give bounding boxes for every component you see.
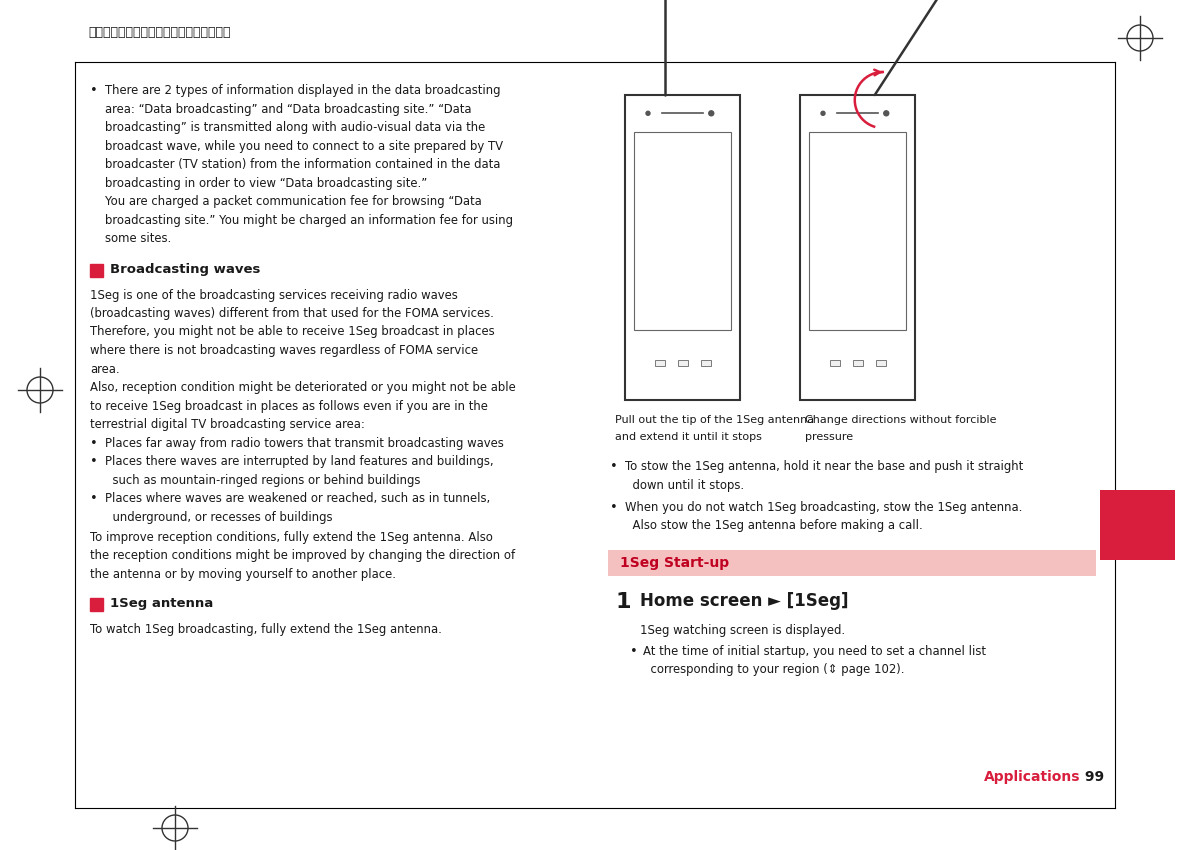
Text: When you do not watch 1Seg broadcasting, stow the 1Seg antenna.: When you do not watch 1Seg broadcasting,… [625, 501, 1022, 514]
FancyBboxPatch shape [625, 95, 740, 400]
Bar [809, 132, 905, 330]
Text: 1Seg watching screen is displayed.: 1Seg watching screen is displayed. [639, 624, 845, 637]
Text: area: “Data broadcasting” and “Data broadcasting site.” “Data: area: “Data broadcasting” and “Data broa… [105, 103, 471, 116]
Text: broadcasting” is transmitted along with audio-visual data via the: broadcasting” is transmitted along with … [105, 121, 486, 134]
Text: Places where waves are weakened or reached, such as in tunnels,: Places where waves are weakened or reach… [105, 492, 490, 505]
Text: and extend it until it stops: and extend it until it stops [616, 432, 762, 442]
Bar [678, 360, 687, 366]
Text: Also, reception condition might be deteriorated or you might not be able: Also, reception condition might be deter… [89, 381, 515, 394]
Text: •: • [89, 84, 98, 97]
Text: •: • [89, 455, 98, 468]
Text: There are 2 types of information displayed in the data broadcasting: There are 2 types of information display… [105, 84, 501, 97]
Text: To stow the 1Seg antenna, hold it near the base and push it straight: To stow the 1Seg antenna, hold it near t… [625, 460, 1024, 473]
Text: •: • [610, 501, 618, 514]
Bar [635, 132, 731, 330]
Text: To watch 1Seg broadcasting, fully extend the 1Seg antenna.: To watch 1Seg broadcasting, fully extend… [89, 622, 441, 636]
Text: down until it stops.: down until it stops. [625, 479, 744, 491]
Text: Therefore, you might not be able to receive 1Seg broadcast in places: Therefore, you might not be able to rece… [89, 326, 495, 338]
Text: •: • [89, 492, 98, 505]
Text: underground, or recesses of buildings: underground, or recesses of buildings [105, 511, 333, 524]
Text: broadcast wave, while you need to connect to a site prepared by TV: broadcast wave, while you need to connec… [105, 139, 503, 152]
Bar [876, 360, 885, 366]
Text: pressure: pressure [805, 432, 853, 442]
Text: area.: area. [89, 362, 119, 376]
Text: At the time of initial startup, you need to set a channel list: At the time of initial startup, you need… [643, 644, 985, 658]
Bar [89, 264, 103, 276]
Bar [1100, 490, 1175, 560]
Text: the antenna or by moving yourself to another place.: the antenna or by moving yourself to ano… [89, 568, 396, 581]
Text: corresponding to your region (⇕ page 102).: corresponding to your region (⇕ page 102… [643, 663, 904, 676]
Text: broadcasting in order to view “Data broadcasting site.”: broadcasting in order to view “Data broa… [105, 177, 427, 190]
Text: terrestrial digital TV broadcasting service area:: terrestrial digital TV broadcasting serv… [89, 418, 365, 431]
Text: •: • [610, 460, 618, 473]
Bar [89, 598, 103, 610]
Text: Change directions without forcible: Change directions without forcible [805, 415, 996, 425]
Bar [853, 360, 863, 366]
Text: Places far away from radio towers that transmit broadcasting waves: Places far away from radio towers that t… [105, 437, 503, 450]
Text: to receive 1Seg broadcast in places as follows even if you are in the: to receive 1Seg broadcast in places as f… [89, 400, 488, 412]
Circle shape [645, 111, 650, 116]
Text: Home screen ► [1Seg]: Home screen ► [1Seg] [639, 592, 848, 610]
Text: (broadcasting waves) different from that used for the FOMA services.: (broadcasting waves) different from that… [89, 307, 494, 320]
Circle shape [884, 110, 889, 116]
Text: such as mountain-ringed regions or behind buildings: such as mountain-ringed regions or behin… [105, 473, 420, 486]
Text: 99: 99 [1080, 770, 1105, 784]
Text: To improve reception conditions, fully extend the 1Seg antenna. Also: To improve reception conditions, fully e… [89, 531, 493, 544]
Text: ２０１１年５月１２日　午後１０時３４分: ２０１１年５月１２日 午後１０時３４分 [88, 26, 230, 39]
Text: Places there waves are interrupted by land features and buildings,: Places there waves are interrupted by la… [105, 455, 494, 468]
Text: 1Seg is one of the broadcasting services receiving radio waves: 1Seg is one of the broadcasting services… [89, 288, 458, 302]
Circle shape [821, 111, 826, 116]
Bar [700, 360, 711, 366]
Text: where there is not broadcasting waves regardless of FOMA service: where there is not broadcasting waves re… [89, 344, 478, 357]
Text: Pull out the tip of the 1Seg antenna: Pull out the tip of the 1Seg antenna [616, 415, 814, 425]
Circle shape [709, 110, 713, 116]
Text: the reception conditions might be improved by changing the direction of: the reception conditions might be improv… [89, 549, 515, 563]
Bar [608, 550, 1096, 576]
Text: Applications: Applications [983, 770, 1080, 784]
Text: Also stow the 1Seg antenna before making a call.: Also stow the 1Seg antenna before making… [625, 519, 922, 532]
Bar [655, 360, 665, 366]
Text: some sites.: some sites. [105, 232, 172, 245]
Text: You are charged a packet communication fee for browsing “Data: You are charged a packet communication f… [105, 195, 482, 208]
FancyBboxPatch shape [801, 95, 915, 400]
Bar [829, 360, 840, 366]
Text: •: • [89, 437, 98, 450]
Text: broadcasting site.” You might be charged an information fee for using: broadcasting site.” You might be charged… [105, 213, 513, 226]
Text: 1: 1 [616, 592, 630, 612]
Text: 1Seg antenna: 1Seg antenna [110, 597, 214, 609]
Text: broadcaster (TV station) from the information contained in the data: broadcaster (TV station) from the inform… [105, 158, 500, 171]
Text: Broadcasting waves: Broadcasting waves [110, 263, 260, 275]
Text: •: • [630, 644, 638, 658]
Text: 1Seg Start-up: 1Seg Start-up [620, 556, 729, 570]
